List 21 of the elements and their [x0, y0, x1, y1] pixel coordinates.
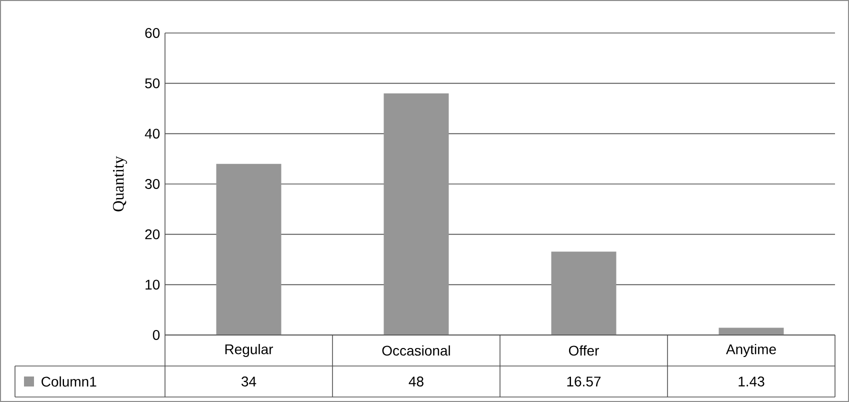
y-tick-label: 50 [145, 78, 160, 88]
x-tick-label: Regular [225, 344, 274, 358]
y-tick-label: 30 [145, 179, 160, 189]
legend-label: Column1 [42, 376, 96, 387]
bar [718, 328, 784, 335]
bar [384, 93, 449, 335]
x-tick-label: Occasional [382, 345, 450, 356]
data-label: 34 [242, 376, 256, 386]
x-tick-label: Anytime [726, 344, 776, 358]
y-tick-label: 0 [152, 330, 160, 340]
data-label: 16.57 [567, 376, 601, 386]
y-tick-label: 20 [145, 229, 160, 240]
y-axis-title: Quantity [112, 156, 128, 212]
y-tick-label: 40 [144, 128, 160, 139]
bar [216, 164, 282, 335]
y-tick-label: 60 [145, 28, 160, 38]
x-tick-label: Offer [568, 345, 599, 356]
bar [551, 252, 616, 335]
data-label: 48 [408, 376, 424, 386]
y-tick-label: 10 [146, 280, 160, 290]
data-label: 1.43 [738, 376, 764, 386]
